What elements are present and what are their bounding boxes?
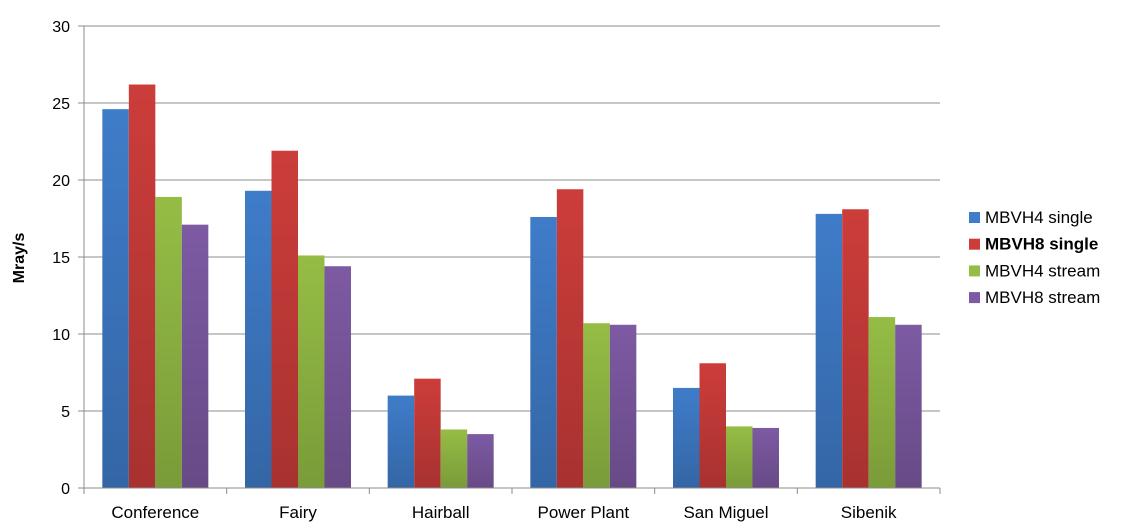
labels: Mray/s: [11, 233, 28, 284]
legend: MBVH4 single MBVH8 single MBVH4 stream MBVH…: [969, 208, 1100, 307]
bar: [752, 427, 779, 488]
bar: [868, 317, 896, 488]
bar: [530, 216, 557, 488]
y-axis-title: Mray/s: [11, 233, 28, 284]
bar: [895, 324, 922, 488]
bar: [155, 196, 182, 488]
legend-swatch: [969, 292, 980, 304]
bar: [583, 323, 610, 488]
y-tick-label: 5: [61, 404, 70, 421]
x-category-label: San Miguel: [683, 503, 768, 522]
bar: [815, 213, 843, 488]
legend-label: MBVH8 stream: [985, 288, 1100, 307]
axes: 0 5 10 15 20 25 30 Conference Fairy Hairball Power…: [52, 19, 941, 522]
gridlines: [84, 25, 940, 412]
y-tick-label: 15: [52, 250, 70, 267]
bar: [726, 426, 753, 488]
legend-label: MBVH4 single: [985, 208, 1093, 227]
x-category-label: Fairy: [279, 503, 317, 522]
bar: [414, 378, 441, 488]
x-category-label: Power Plant: [537, 503, 629, 522]
bar: [102, 109, 129, 488]
bars: [102, 84, 922, 489]
x-category-label: Sibenik: [841, 503, 897, 522]
bar: [609, 324, 637, 488]
y-tick-label: 30: [52, 19, 70, 36]
y-tick-label: 20: [52, 173, 70, 190]
bar: [467, 434, 494, 488]
bar: [271, 150, 298, 489]
bar: [181, 224, 209, 488]
legend-swatch: [969, 265, 980, 277]
x-category-label: Hairball: [412, 503, 470, 522]
bar: [298, 255, 325, 488]
bar: [842, 209, 869, 488]
bar: [245, 190, 272, 488]
bar: [324, 266, 351, 488]
legend-swatch: [969, 238, 980, 250]
y-tick-label: 0: [61, 481, 70, 498]
legend-label: MBVH8 single: [985, 235, 1098, 254]
x-category-label: Conference: [111, 503, 199, 522]
y-tick-label: 10: [52, 327, 70, 344]
bar: [673, 387, 700, 488]
bar: [556, 189, 584, 489]
bar: [699, 363, 726, 488]
legend-label: MBVH4 stream: [985, 261, 1100, 280]
legend-swatch: [969, 212, 980, 223]
bar: [440, 429, 468, 488]
y-tick-label: 25: [52, 96, 70, 113]
bar: [128, 84, 156, 489]
bar: [387, 395, 415, 488]
